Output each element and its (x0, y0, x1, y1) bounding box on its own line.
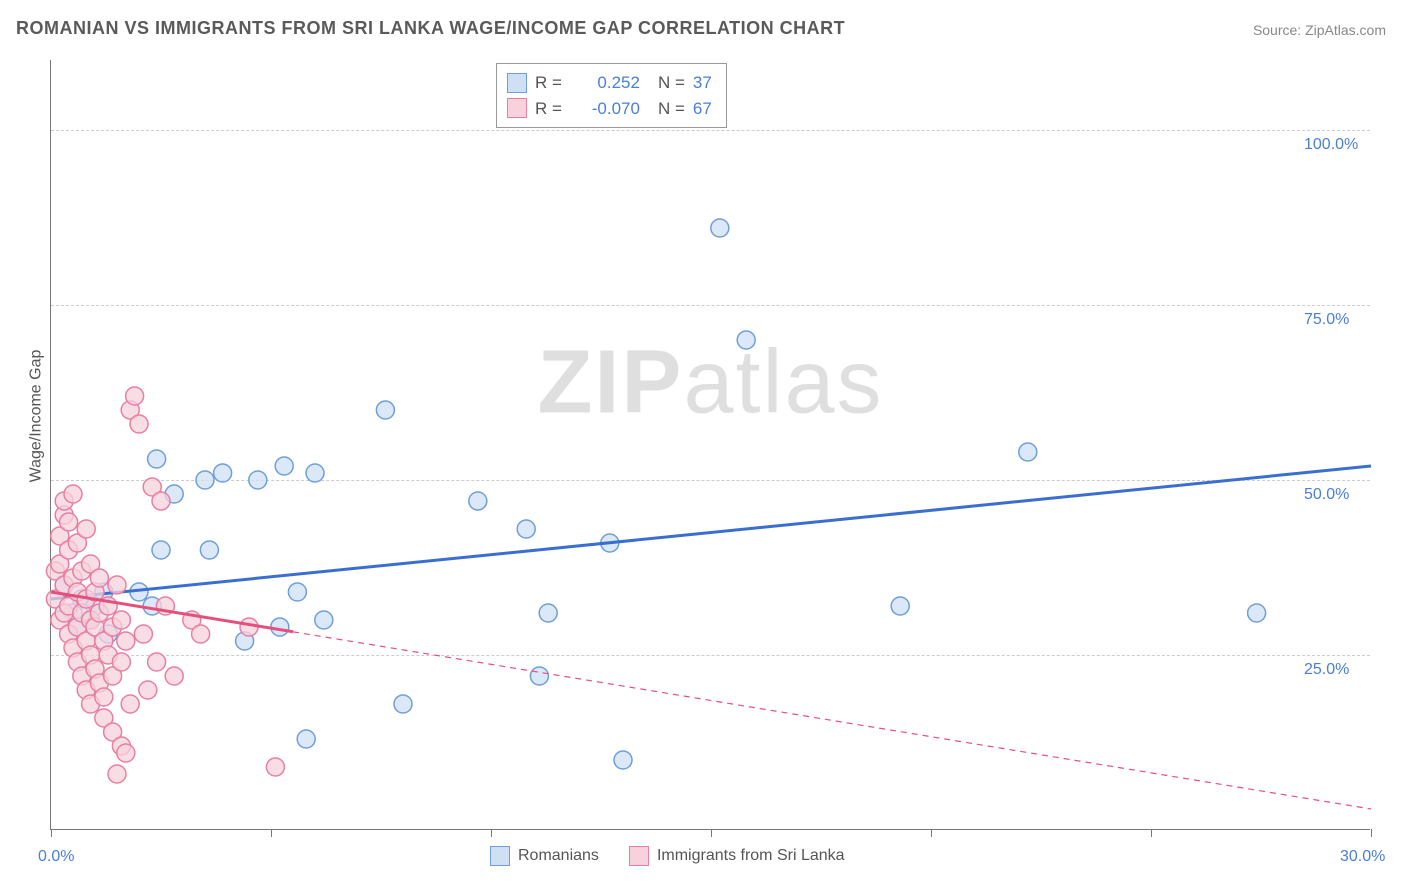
legend-label: Immigrants from Sri Lanka (657, 847, 845, 865)
legend-swatch (629, 846, 649, 866)
scatter-point (117, 744, 135, 762)
scatter-point (152, 492, 170, 510)
series-legend: Romanians Immigrants from Sri Lanka (490, 846, 865, 866)
source-label: Source: (1253, 22, 1305, 38)
scatter-point (112, 611, 130, 629)
n-label: N = (658, 96, 685, 122)
correlation-legend: R = 0.252 N = 37 R = -0.070 N = 67 (496, 63, 727, 128)
scatter-point (266, 758, 284, 776)
x-tick (931, 829, 932, 837)
scatter-point (152, 541, 170, 559)
scatter-point (192, 625, 210, 643)
scatter-point (614, 751, 632, 769)
scatter-point (249, 471, 267, 489)
y-axis-label-container: Wage/Income Gap (26, 0, 46, 832)
trend-line-dashed (293, 632, 1371, 809)
legend-swatch (507, 98, 527, 118)
legend-item: Immigrants from Sri Lanka (629, 846, 845, 866)
scatter-point (117, 632, 135, 650)
scatter-point (121, 695, 139, 713)
r-value: 0.252 (570, 70, 640, 96)
scatter-point (60, 513, 78, 531)
scatter-point (95, 688, 113, 706)
scatter-point (297, 730, 315, 748)
x-tick (711, 829, 712, 837)
scatter-point (1248, 604, 1266, 622)
r-label: R = (535, 96, 562, 122)
scatter-point (394, 695, 412, 713)
scatter-point (148, 653, 166, 671)
scatter-point (376, 401, 394, 419)
chart-title: ROMANIAN VS IMMIGRANTS FROM SRI LANKA WA… (16, 18, 845, 39)
y-tick-label: 75.0% (1304, 311, 1349, 329)
scatter-point (126, 387, 144, 405)
scatter-point (64, 485, 82, 503)
scatter-point (139, 681, 157, 699)
x-tick-label: 30.0% (1340, 848, 1385, 866)
scatter-point (200, 541, 218, 559)
x-tick (1371, 829, 1372, 837)
n-label: N = (658, 70, 685, 96)
scatter-point (530, 667, 548, 685)
legend-swatch (507, 73, 527, 93)
scatter-point (108, 765, 126, 783)
scatter-point (306, 464, 324, 482)
scatter-point (288, 583, 306, 601)
x-tick-label: 0.0% (38, 848, 74, 866)
y-tick-label: 50.0% (1304, 486, 1349, 504)
legend-swatch (490, 846, 510, 866)
scatter-point (271, 618, 289, 636)
scatter-point (112, 653, 130, 671)
scatter-point (315, 611, 333, 629)
scatter-point (1019, 443, 1037, 461)
scatter-point (108, 576, 126, 594)
n-value: 67 (693, 96, 712, 122)
scatter-point (469, 492, 487, 510)
chart-canvas (51, 60, 1370, 829)
y-tick-label: 100.0% (1304, 136, 1358, 154)
correlation-legend-row: R = 0.252 N = 37 (507, 70, 712, 96)
n-value: 37 (693, 70, 712, 96)
scatter-point (737, 331, 755, 349)
source-name: ZipAtlas.com (1305, 22, 1386, 38)
plot-area: ZIPatlas R =0.252N = 37R =-0.070N = 67 (50, 60, 1370, 830)
source-attribution: Source: ZipAtlas.com (1253, 22, 1386, 38)
r-label: R = (535, 70, 562, 96)
scatter-point (130, 415, 148, 433)
scatter-point (196, 471, 214, 489)
trend-line-solid (51, 466, 1371, 599)
scatter-point (90, 569, 108, 587)
scatter-point (148, 450, 166, 468)
scatter-point (134, 625, 152, 643)
correlation-legend-row: R = -0.070 N = 67 (507, 96, 712, 122)
scatter-point (539, 604, 557, 622)
scatter-point (77, 520, 95, 538)
scatter-point (517, 520, 535, 538)
x-tick (271, 829, 272, 837)
r-value: -0.070 (570, 96, 640, 122)
x-tick (1151, 829, 1152, 837)
scatter-point (275, 457, 293, 475)
y-tick-label: 25.0% (1304, 661, 1349, 679)
scatter-point (891, 597, 909, 615)
legend-label: Romanians (518, 847, 599, 865)
x-tick (491, 829, 492, 837)
x-tick (51, 829, 52, 837)
scatter-point (214, 464, 232, 482)
y-axis-label: Wage/Income Gap (27, 350, 45, 483)
scatter-point (711, 219, 729, 237)
legend-item: Romanians (490, 846, 599, 866)
scatter-point (165, 667, 183, 685)
